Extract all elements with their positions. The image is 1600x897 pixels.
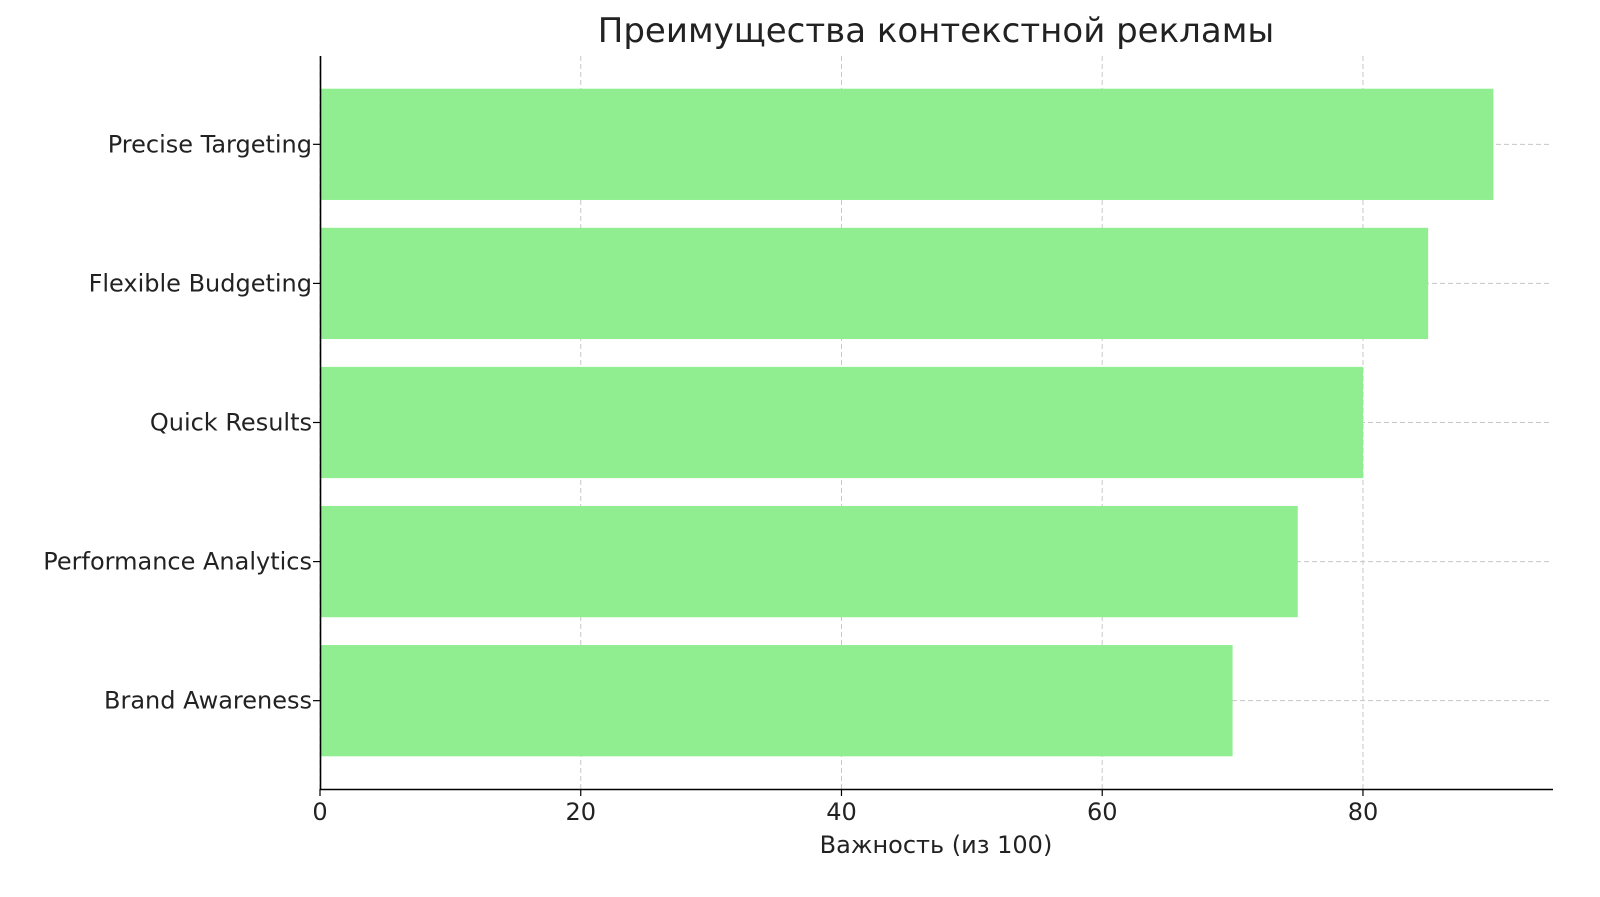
bar-performance-analytics	[320, 505, 1298, 618]
y-tick-label: Performance Analytics	[43, 548, 312, 576]
x-tick-label: 20	[565, 798, 596, 826]
x-axis-label: Важность (из 100)	[820, 831, 1053, 859]
y-tick-label: Brand Awareness	[104, 687, 312, 715]
x-tick-labels: 0 20 40 60 80	[312, 789, 1378, 826]
y-tick-labels: Precise Targeting Flexible Budgeting Quick…	[43, 130, 320, 715]
chart-title: Преимущества контекстной рекламы	[598, 11, 1274, 51]
y-tick-label: Precise Targeting	[108, 130, 312, 158]
bar-quick-results	[320, 366, 1363, 479]
y-tick-label: Quick Results	[150, 409, 312, 437]
x-tick-label: 60	[1087, 798, 1118, 826]
y-tick-label: Flexible Budgeting	[89, 269, 312, 297]
x-tick-label: 80	[1348, 798, 1379, 826]
bar-precise-targeting	[320, 88, 1494, 200]
x-tick-label: 40	[826, 798, 857, 826]
bars	[320, 88, 1494, 757]
bar-brand-awareness	[320, 645, 1233, 757]
bar-flexible-budgeting	[320, 227, 1429, 340]
x-tick-label: 0	[312, 798, 327, 826]
